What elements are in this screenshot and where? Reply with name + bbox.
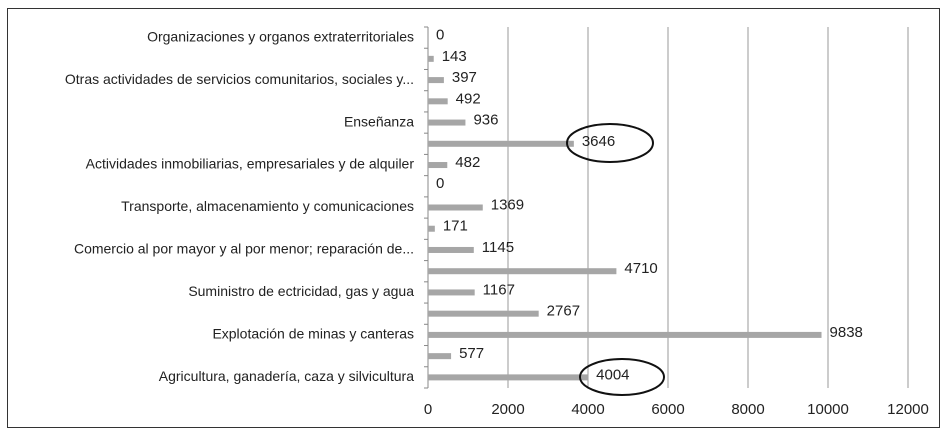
bar bbox=[428, 353, 452, 360]
bar bbox=[428, 225, 435, 232]
highlight-ellipse bbox=[579, 358, 665, 396]
bar bbox=[428, 204, 483, 211]
data-label: 1145 bbox=[482, 239, 514, 256]
x-tick-label: 8000 bbox=[731, 401, 764, 418]
bar bbox=[428, 55, 434, 62]
data-label: 936 bbox=[473, 112, 498, 129]
highlight-ellipse bbox=[566, 123, 654, 163]
data-label: 577 bbox=[459, 345, 484, 362]
y-tick-label: Actividades inmobiliarias, empresariales… bbox=[86, 156, 415, 172]
bar bbox=[428, 268, 617, 275]
y-tick-label: Explotación de minas y canteras bbox=[212, 326, 414, 342]
data-label: 492 bbox=[456, 90, 481, 107]
x-tick-label: 0 bbox=[424, 401, 432, 418]
data-label: 171 bbox=[443, 218, 468, 235]
data-label: 0 bbox=[436, 175, 444, 192]
data-label: 1167 bbox=[483, 281, 515, 298]
bar bbox=[428, 162, 448, 169]
y-tick-label: Agricultura, ganadería, caza y silvicult… bbox=[159, 368, 414, 384]
y-tick-label: Organizaciones y organos extraterritoria… bbox=[147, 28, 414, 44]
data-label: 397 bbox=[452, 69, 477, 86]
x-tick-label: 6000 bbox=[651, 401, 684, 418]
bar bbox=[428, 77, 444, 84]
data-label: 3646 bbox=[582, 133, 615, 150]
data-label: 482 bbox=[455, 154, 480, 171]
bar bbox=[428, 374, 589, 381]
y-tick-label: Otras actividades de servicios comunitar… bbox=[65, 71, 414, 87]
data-label: 4710 bbox=[624, 260, 657, 277]
bar bbox=[428, 140, 574, 147]
y-tick-label: Transporte, almacenamiento y comunicacio… bbox=[121, 198, 414, 214]
data-label: 1369 bbox=[491, 196, 524, 213]
bar bbox=[428, 246, 474, 253]
data-label: 4004 bbox=[596, 366, 629, 383]
data-label: 2767 bbox=[547, 303, 580, 320]
bar bbox=[428, 98, 448, 105]
bar bbox=[428, 331, 822, 338]
y-tick-label: Enseñanza bbox=[344, 113, 414, 129]
x-tick-label: 4000 bbox=[571, 401, 604, 418]
bar bbox=[428, 310, 539, 317]
bar bbox=[428, 289, 475, 296]
x-tick-label: 10000 bbox=[807, 401, 849, 418]
y-tick-label: Suministro de ectricidad, gas y agua bbox=[188, 283, 414, 299]
frame bbox=[7, 8, 940, 428]
data-label: 143 bbox=[442, 48, 467, 65]
data-label: 0 bbox=[436, 27, 444, 44]
x-tick-label: 2000 bbox=[491, 401, 524, 418]
y-tick-label: Comercio al por mayor y al por menor; re… bbox=[74, 241, 414, 257]
data-label: 9838 bbox=[830, 324, 863, 341]
x-tick-label: 12000 bbox=[887, 401, 929, 418]
bar bbox=[428, 119, 466, 126]
